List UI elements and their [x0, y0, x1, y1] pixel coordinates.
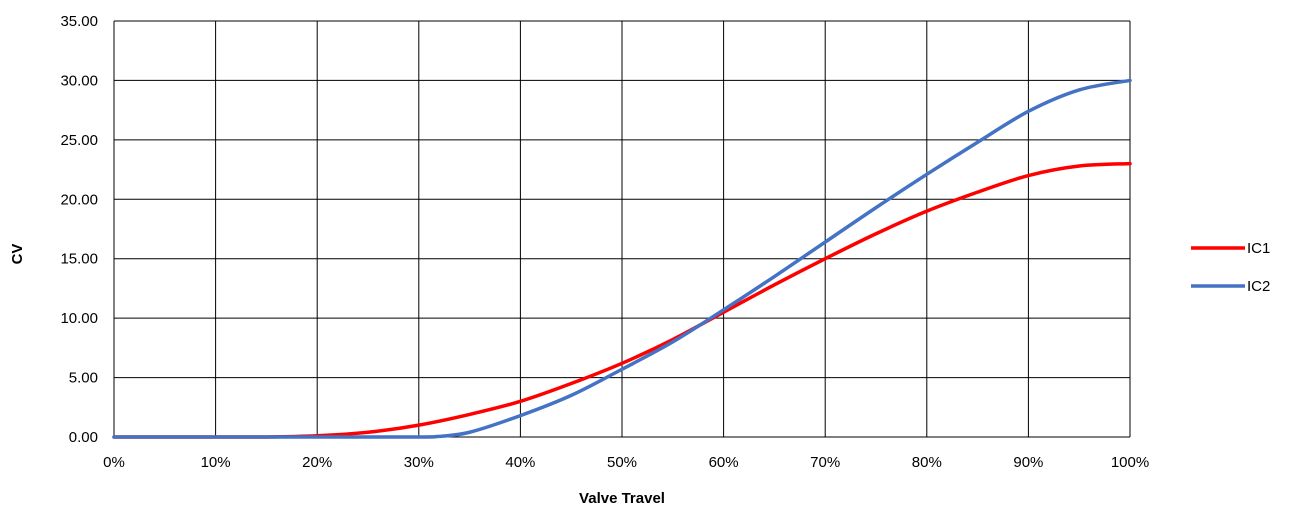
x-tick-label: 0%: [103, 454, 125, 471]
x-tick-label: 40%: [505, 454, 535, 471]
y-tick-label: 35.00: [60, 13, 98, 30]
y-tick-label: 5.00: [69, 370, 98, 387]
x-tick-label: 10%: [201, 454, 231, 471]
x-tick-label: 70%: [810, 454, 840, 471]
x-tick-label: 20%: [302, 454, 332, 471]
legend: IC1 IC2: [1191, 240, 1270, 295]
series-lines: [112, 78, 1132, 439]
x-axis-title: Valve Travel: [579, 490, 665, 507]
x-tick-label: 60%: [709, 454, 739, 471]
y-tick-label: 0.00: [69, 429, 98, 446]
x-axis-ticks: 0% 10% 20% 30% 40% 50% 60% 70% 80% 90% 100%: [103, 454, 1149, 471]
y-tick-label: 20.00: [60, 191, 98, 208]
x-tick-label: 50%: [607, 454, 637, 471]
y-axis-title: CV: [9, 244, 26, 265]
x-tick-label: 100%: [1111, 454, 1149, 471]
legend-label-ic1: IC1: [1247, 240, 1270, 257]
y-tick-label: 10.00: [60, 310, 98, 327]
y-tick-label: 30.00: [60, 72, 98, 89]
y-tick-label: 25.00: [60, 132, 98, 149]
y-tick-label: 15.00: [60, 251, 98, 268]
x-tick-label: 80%: [912, 454, 942, 471]
x-tick-label: 30%: [404, 454, 434, 471]
series-line-ic2: [112, 78, 1132, 439]
y-axis-ticks: 0.00 5.00 10.00 15.00 20.00 25.00 30.00 35.00: [60, 13, 98, 446]
x-tick-label: 90%: [1013, 454, 1043, 471]
legend-label-ic2: IC2: [1247, 278, 1270, 295]
grid: [113, 20, 1131, 438]
